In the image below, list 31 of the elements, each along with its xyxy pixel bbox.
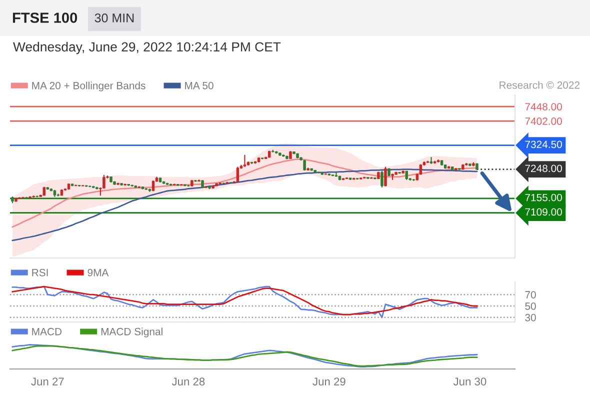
y-tick-label: 30 xyxy=(525,314,536,322)
y-tick-label: 50 xyxy=(525,302,536,310)
chart-title: FTSE 100 xyxy=(12,12,78,23)
legend-label: 9MA xyxy=(88,268,109,276)
text: Research © 2022 xyxy=(500,81,580,89)
y-tick-label: 7448.00 xyxy=(525,103,562,110)
x-tick-label: Jun 28 xyxy=(172,378,205,386)
x-tick-label: Jun 30 xyxy=(453,378,486,386)
legend-label: MACD Signal xyxy=(101,328,162,338)
candlestick xyxy=(236,166,240,183)
candlestick xyxy=(384,166,387,187)
legend-label: MA 20 + Bollinger Bands xyxy=(32,82,146,92)
candlestick xyxy=(380,170,384,188)
ref-line-label: 7155.00 xyxy=(525,194,562,202)
candlestick xyxy=(430,156,433,165)
ref-line-label: 7324.50 xyxy=(525,140,562,148)
series-label: MACD xyxy=(32,328,62,336)
x-tick-label: Jun 27 xyxy=(31,378,64,386)
line-series xyxy=(12,158,478,228)
y-tick-label: 70 xyxy=(525,291,536,298)
ref-line-label: 7248.00 xyxy=(525,164,562,172)
legend-label: RSI xyxy=(32,268,48,276)
chart-subtitle: Wednesday, June 29, 2022 10:24:14 PM CET xyxy=(13,42,281,54)
ref-line-label: 7109.00 xyxy=(525,208,562,216)
candlestick xyxy=(334,170,338,178)
y-tick-label: 7402.00 xyxy=(525,118,562,125)
text: 30 MIN xyxy=(94,14,134,22)
line-series xyxy=(12,168,478,242)
candlestick xyxy=(243,154,246,168)
x-tick-label: Jun 29 xyxy=(312,378,346,386)
legend-label: MA 50 xyxy=(185,82,214,90)
